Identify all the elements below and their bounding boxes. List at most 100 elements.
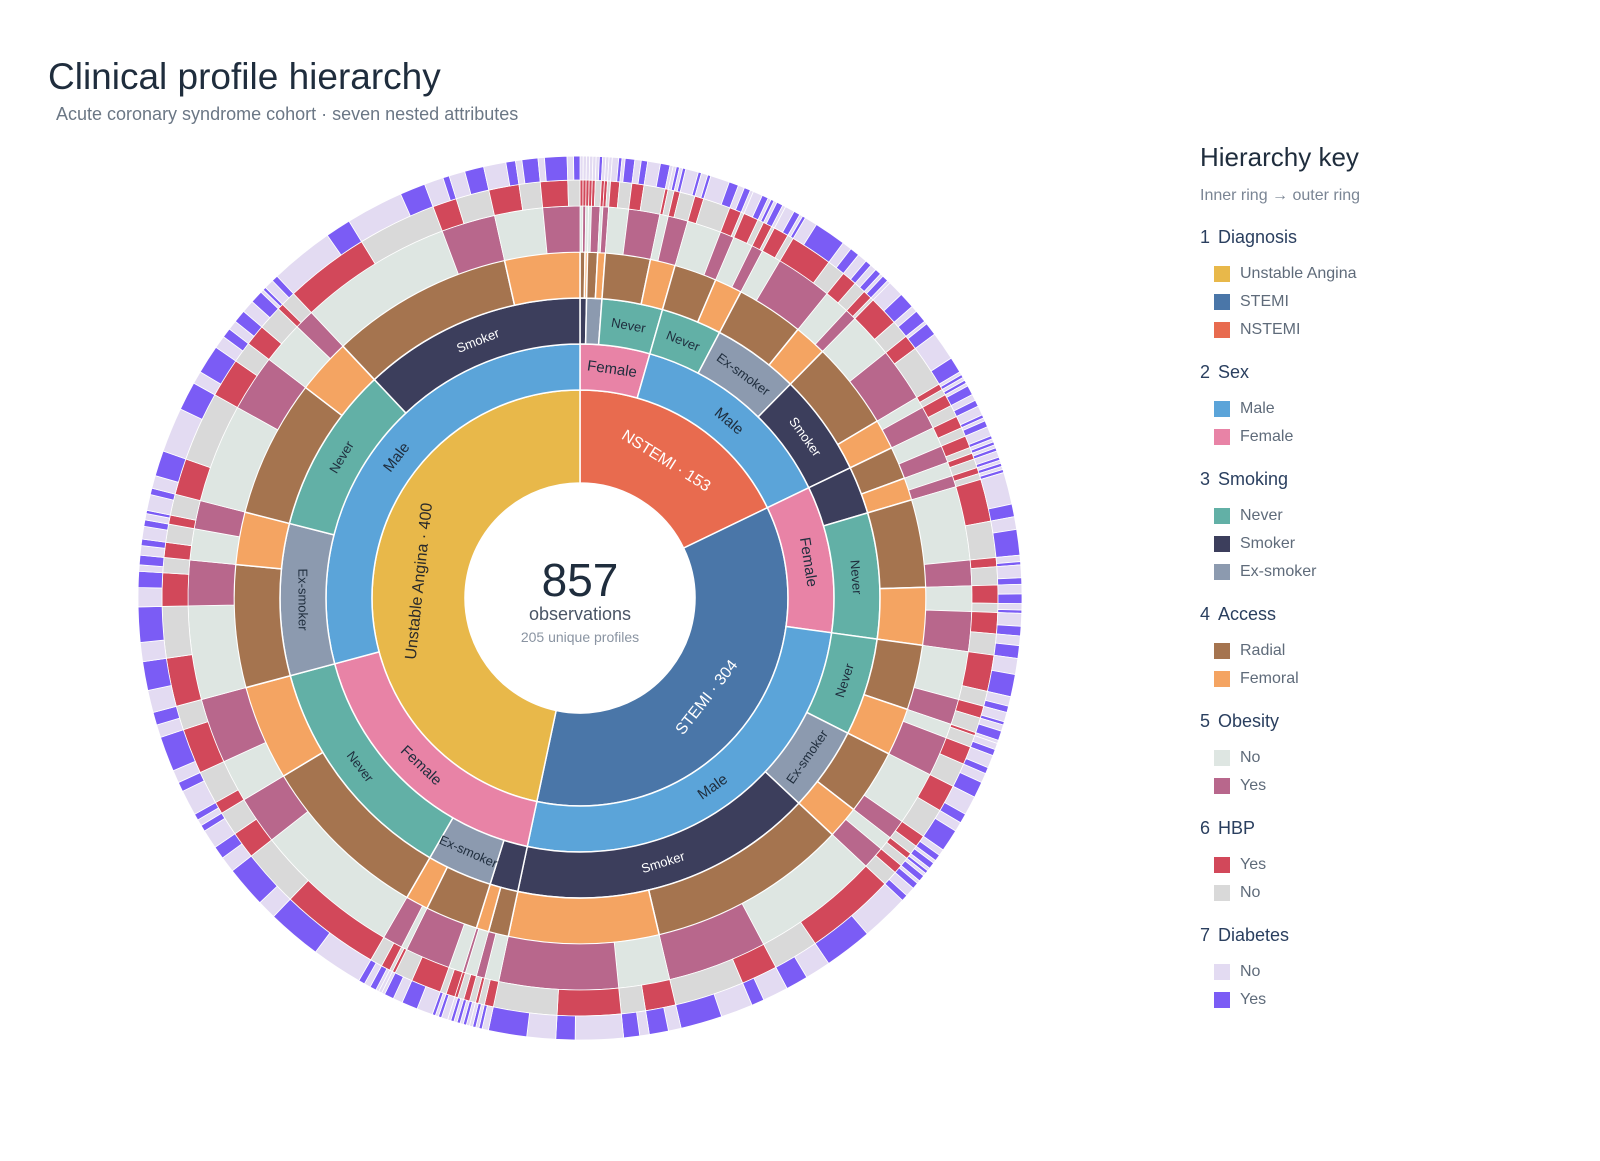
segment-diabetes-no[interactable] [997, 602, 1023, 611]
segment-diabetes-yes[interactable] [620, 1011, 641, 1039]
segment-diabetes-yes[interactable] [142, 657, 172, 691]
legend-group-name: Diabetes [1218, 925, 1290, 945]
legend-swatch [1214, 992, 1230, 1008]
legend-item-label: Yes [1240, 777, 1267, 794]
legend-item-label: Yes [1240, 856, 1267, 873]
segment-access-femoral[interactable] [507, 889, 661, 945]
legend-item-label: No [1240, 884, 1261, 901]
segment-hbp-yes[interactable] [556, 987, 622, 1017]
legend-item-label: Ex-smoker [1240, 563, 1317, 580]
segment-diabetes-yes[interactable] [521, 157, 541, 185]
legend-group-heading: 2 Sex [1200, 362, 1580, 383]
segment-access-femoral[interactable] [503, 251, 581, 307]
legend-item[interactable]: Female [1200, 423, 1580, 451]
legend-group-number: 7 [1200, 925, 1211, 945]
sunburst-chart: NSTEMI · 153FemaleNeverMaleNeverEx-smoke… [137, 155, 1023, 1041]
legend-item-label: Smoker [1240, 535, 1296, 552]
center-label: observations [529, 604, 631, 624]
segment-diabetes-yes[interactable] [997, 577, 1023, 586]
legend-item[interactable]: Male [1200, 395, 1580, 423]
legend-group-name: Access [1218, 604, 1277, 624]
segment-diabetes-no[interactable] [996, 612, 1023, 627]
segment-access-femoral[interactable] [876, 586, 927, 647]
page-subtitle: Acute coronary syndrome cohort · seven n… [56, 104, 519, 124]
legend-group-obesity: 5 Obesity No Yes [1200, 711, 1580, 800]
legend-subtitle: Inner ring → outer ring [1200, 187, 1361, 204]
segment-hbp-no[interactable] [518, 181, 544, 211]
legend-group-name: Obesity [1218, 711, 1280, 731]
segment-hbp-no[interactable] [567, 179, 581, 207]
segment-diabetes-no[interactable] [996, 564, 1022, 580]
page-title: Clinical profile hierarchy [48, 56, 441, 97]
legend-item[interactable]: Yes [1200, 851, 1580, 879]
segment-obesity-no[interactable] [493, 207, 548, 261]
segment-diabetes-no[interactable] [997, 583, 1023, 595]
segment-diabetes-no[interactable] [566, 155, 575, 181]
legend-group-access: 4 Access Radial Femoral [1200, 604, 1580, 693]
segment-diabetes-yes[interactable] [992, 528, 1021, 558]
segment-diabetes-no[interactable] [137, 587, 163, 608]
legend-group-sex: 2 Sex Male Female [1200, 362, 1580, 451]
legend-item[interactable]: Ex-smoker [1200, 558, 1580, 586]
legend-item[interactable]: Yes [1200, 772, 1580, 800]
legend-swatch [1214, 401, 1230, 417]
segment-obesity-yes[interactable] [187, 559, 237, 607]
segment-hbp-no[interactable] [618, 984, 647, 1015]
legend-item[interactable]: Never [1200, 502, 1580, 530]
segment-diabetes-yes[interactable] [137, 606, 165, 643]
legend-item[interactable]: Radial [1200, 637, 1580, 665]
segment-hbp-no[interactable] [970, 566, 999, 587]
legend-item-label: Femoral [1240, 670, 1299, 687]
segment-diabetes-yes[interactable] [543, 155, 569, 182]
segment-obesity-yes[interactable] [923, 559, 973, 588]
legend-swatch [1214, 857, 1230, 873]
legend-item-label: Yes [1240, 991, 1267, 1008]
segment-hbp-no[interactable] [971, 602, 999, 613]
segment-diabetes-yes[interactable] [573, 155, 581, 181]
legend-group-diagnosis: 1 Diagnosis Unstable Angina STEMI NSTEMI [1200, 227, 1580, 344]
segment-obesity-yes[interactable] [498, 935, 620, 991]
segment-hbp-yes[interactable] [161, 572, 190, 607]
segment-hbp-no[interactable] [161, 605, 193, 659]
legend-item[interactable]: No [1200, 744, 1580, 772]
segment-diabetes-no[interactable] [483, 161, 511, 191]
segment-hbp-no[interactable] [967, 631, 997, 656]
legend-item[interactable]: No [1200, 879, 1580, 907]
legend-group-name: Diagnosis [1218, 227, 1298, 247]
legend-group-heading: 6 HBP [1200, 818, 1580, 839]
segment-hbp-yes[interactable] [970, 611, 999, 635]
legend-group-number: 5 [1200, 711, 1211, 731]
legend-item-label: Radial [1240, 642, 1286, 659]
center-summary: 857 observations 205 unique profiles [521, 554, 639, 645]
legend-item[interactable]: Yes [1200, 986, 1580, 1014]
legend-item-label: Unstable Angina [1240, 265, 1357, 282]
legend-item[interactable]: Unstable Angina [1200, 260, 1580, 288]
legend-item-label: Male [1240, 400, 1275, 417]
segment-diabetes-no[interactable] [574, 1013, 625, 1041]
segment-hbp-yes[interactable] [539, 179, 569, 209]
legend-item-label: Female [1240, 428, 1294, 445]
segment-obesity-no[interactable] [925, 585, 973, 613]
segment-label: Female [586, 357, 638, 381]
segment-hbp-yes[interactable] [971, 584, 999, 604]
legend-item[interactable]: Smoker [1200, 530, 1580, 558]
legend-item[interactable]: No [1200, 958, 1580, 986]
legend-swatch [1214, 429, 1230, 445]
segment-diabetes-yes[interactable] [997, 593, 1023, 605]
segment-obesity-yes[interactable] [922, 609, 973, 653]
legend-item[interactable]: Femoral [1200, 665, 1580, 693]
segment-obesity-no[interactable] [613, 934, 671, 989]
legend-item[interactable]: NSTEMI [1200, 316, 1580, 344]
segment-diabetes-no[interactable] [526, 1012, 558, 1040]
legend-group-heading: 1 Diagnosis [1200, 227, 1580, 248]
legend-group-name: Smoking [1218, 469, 1289, 489]
segment-obesity-yes[interactable] [542, 205, 581, 255]
legend-group-heading: 7 Diabetes [1200, 925, 1580, 946]
segment-diabetes-yes[interactable] [137, 570, 164, 589]
segment-diabetes-yes[interactable] [555, 1014, 576, 1041]
segment-hbp-no[interactable] [964, 520, 997, 561]
legend-item-label: No [1240, 963, 1261, 980]
legend-item[interactable]: STEMI [1200, 288, 1580, 316]
segment-diabetes-no[interactable] [139, 639, 167, 663]
